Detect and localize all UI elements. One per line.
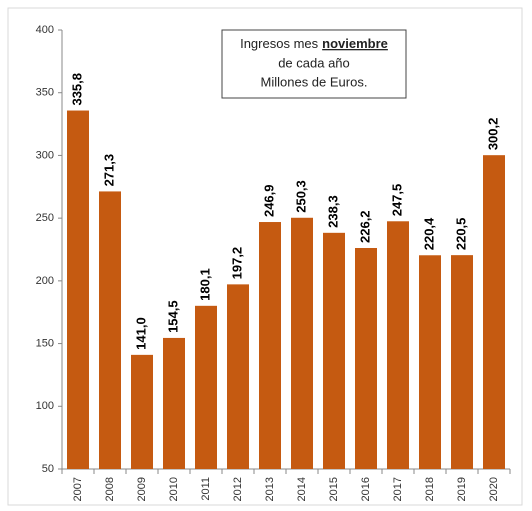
chart-frame [7, 7, 523, 506]
bar [323, 232, 345, 469]
x-tick-label: 2016 [360, 477, 372, 501]
x-tick-label: 2007 [72, 477, 84, 501]
y-tick-label: 200 [36, 275, 54, 287]
bar [99, 191, 121, 469]
value-label: 246,9 [261, 184, 276, 217]
y-tick-label: 400 [36, 24, 54, 36]
x-tick-label: 2014 [296, 477, 308, 501]
value-label: 238,3 [325, 195, 340, 228]
value-label: 226,2 [357, 210, 372, 243]
x-tick-label: 2019 [456, 477, 468, 501]
value-label: 250,3 [293, 180, 308, 213]
bar [387, 221, 409, 469]
x-tick-label: 2009 [136, 477, 148, 501]
title-emphasis: noviembre [322, 36, 388, 51]
x-tick-label: 2012 [232, 477, 244, 501]
y-tick-label: 300 [36, 149, 54, 161]
x-tick-label: 2011 [200, 477, 212, 501]
value-label: 154,5 [165, 300, 180, 333]
bar [451, 255, 473, 469]
x-tick-label: 2015 [328, 477, 340, 501]
value-label: 141,0 [133, 317, 148, 350]
x-tick-label: 2018 [424, 477, 436, 501]
value-label: 335,8 [69, 73, 84, 106]
bar [355, 247, 377, 469]
y-tick-label: 100 [36, 400, 54, 412]
bar [131, 354, 153, 469]
value-label: 220,5 [453, 218, 468, 251]
bar [67, 110, 89, 469]
value-label: 197,2 [229, 247, 244, 280]
bar [291, 217, 313, 469]
y-tick-label: 350 [36, 87, 54, 99]
bar [227, 284, 249, 469]
value-label: 300,2 [485, 118, 500, 151]
bar [259, 222, 281, 469]
bar [163, 337, 185, 469]
chart-title: Ingresos mes noviembre [240, 36, 388, 51]
title-box [221, 29, 407, 99]
x-tick-label: 2020 [488, 477, 500, 501]
y-tick-label: 250 [36, 212, 54, 224]
title-line: Millones de Euros. [261, 74, 368, 89]
y-tick-label: 50 [42, 463, 54, 475]
y-tick-label: 150 [36, 337, 54, 349]
bar [419, 255, 441, 469]
bar [195, 305, 217, 469]
value-label: 247,5 [389, 184, 404, 217]
title-lead: Ingresos mes [240, 36, 319, 51]
value-label: 271,3 [101, 154, 116, 187]
x-tick-label: 2010 [168, 477, 180, 501]
bar [483, 155, 505, 469]
x-tick-label: 2013 [264, 477, 276, 501]
x-tick-label: 2017 [392, 477, 404, 501]
title-line: de cada año [278, 55, 350, 70]
value-label: 180,1 [197, 268, 212, 301]
x-tick-label: 2008 [104, 477, 116, 501]
value-label: 220,4 [421, 217, 436, 250]
